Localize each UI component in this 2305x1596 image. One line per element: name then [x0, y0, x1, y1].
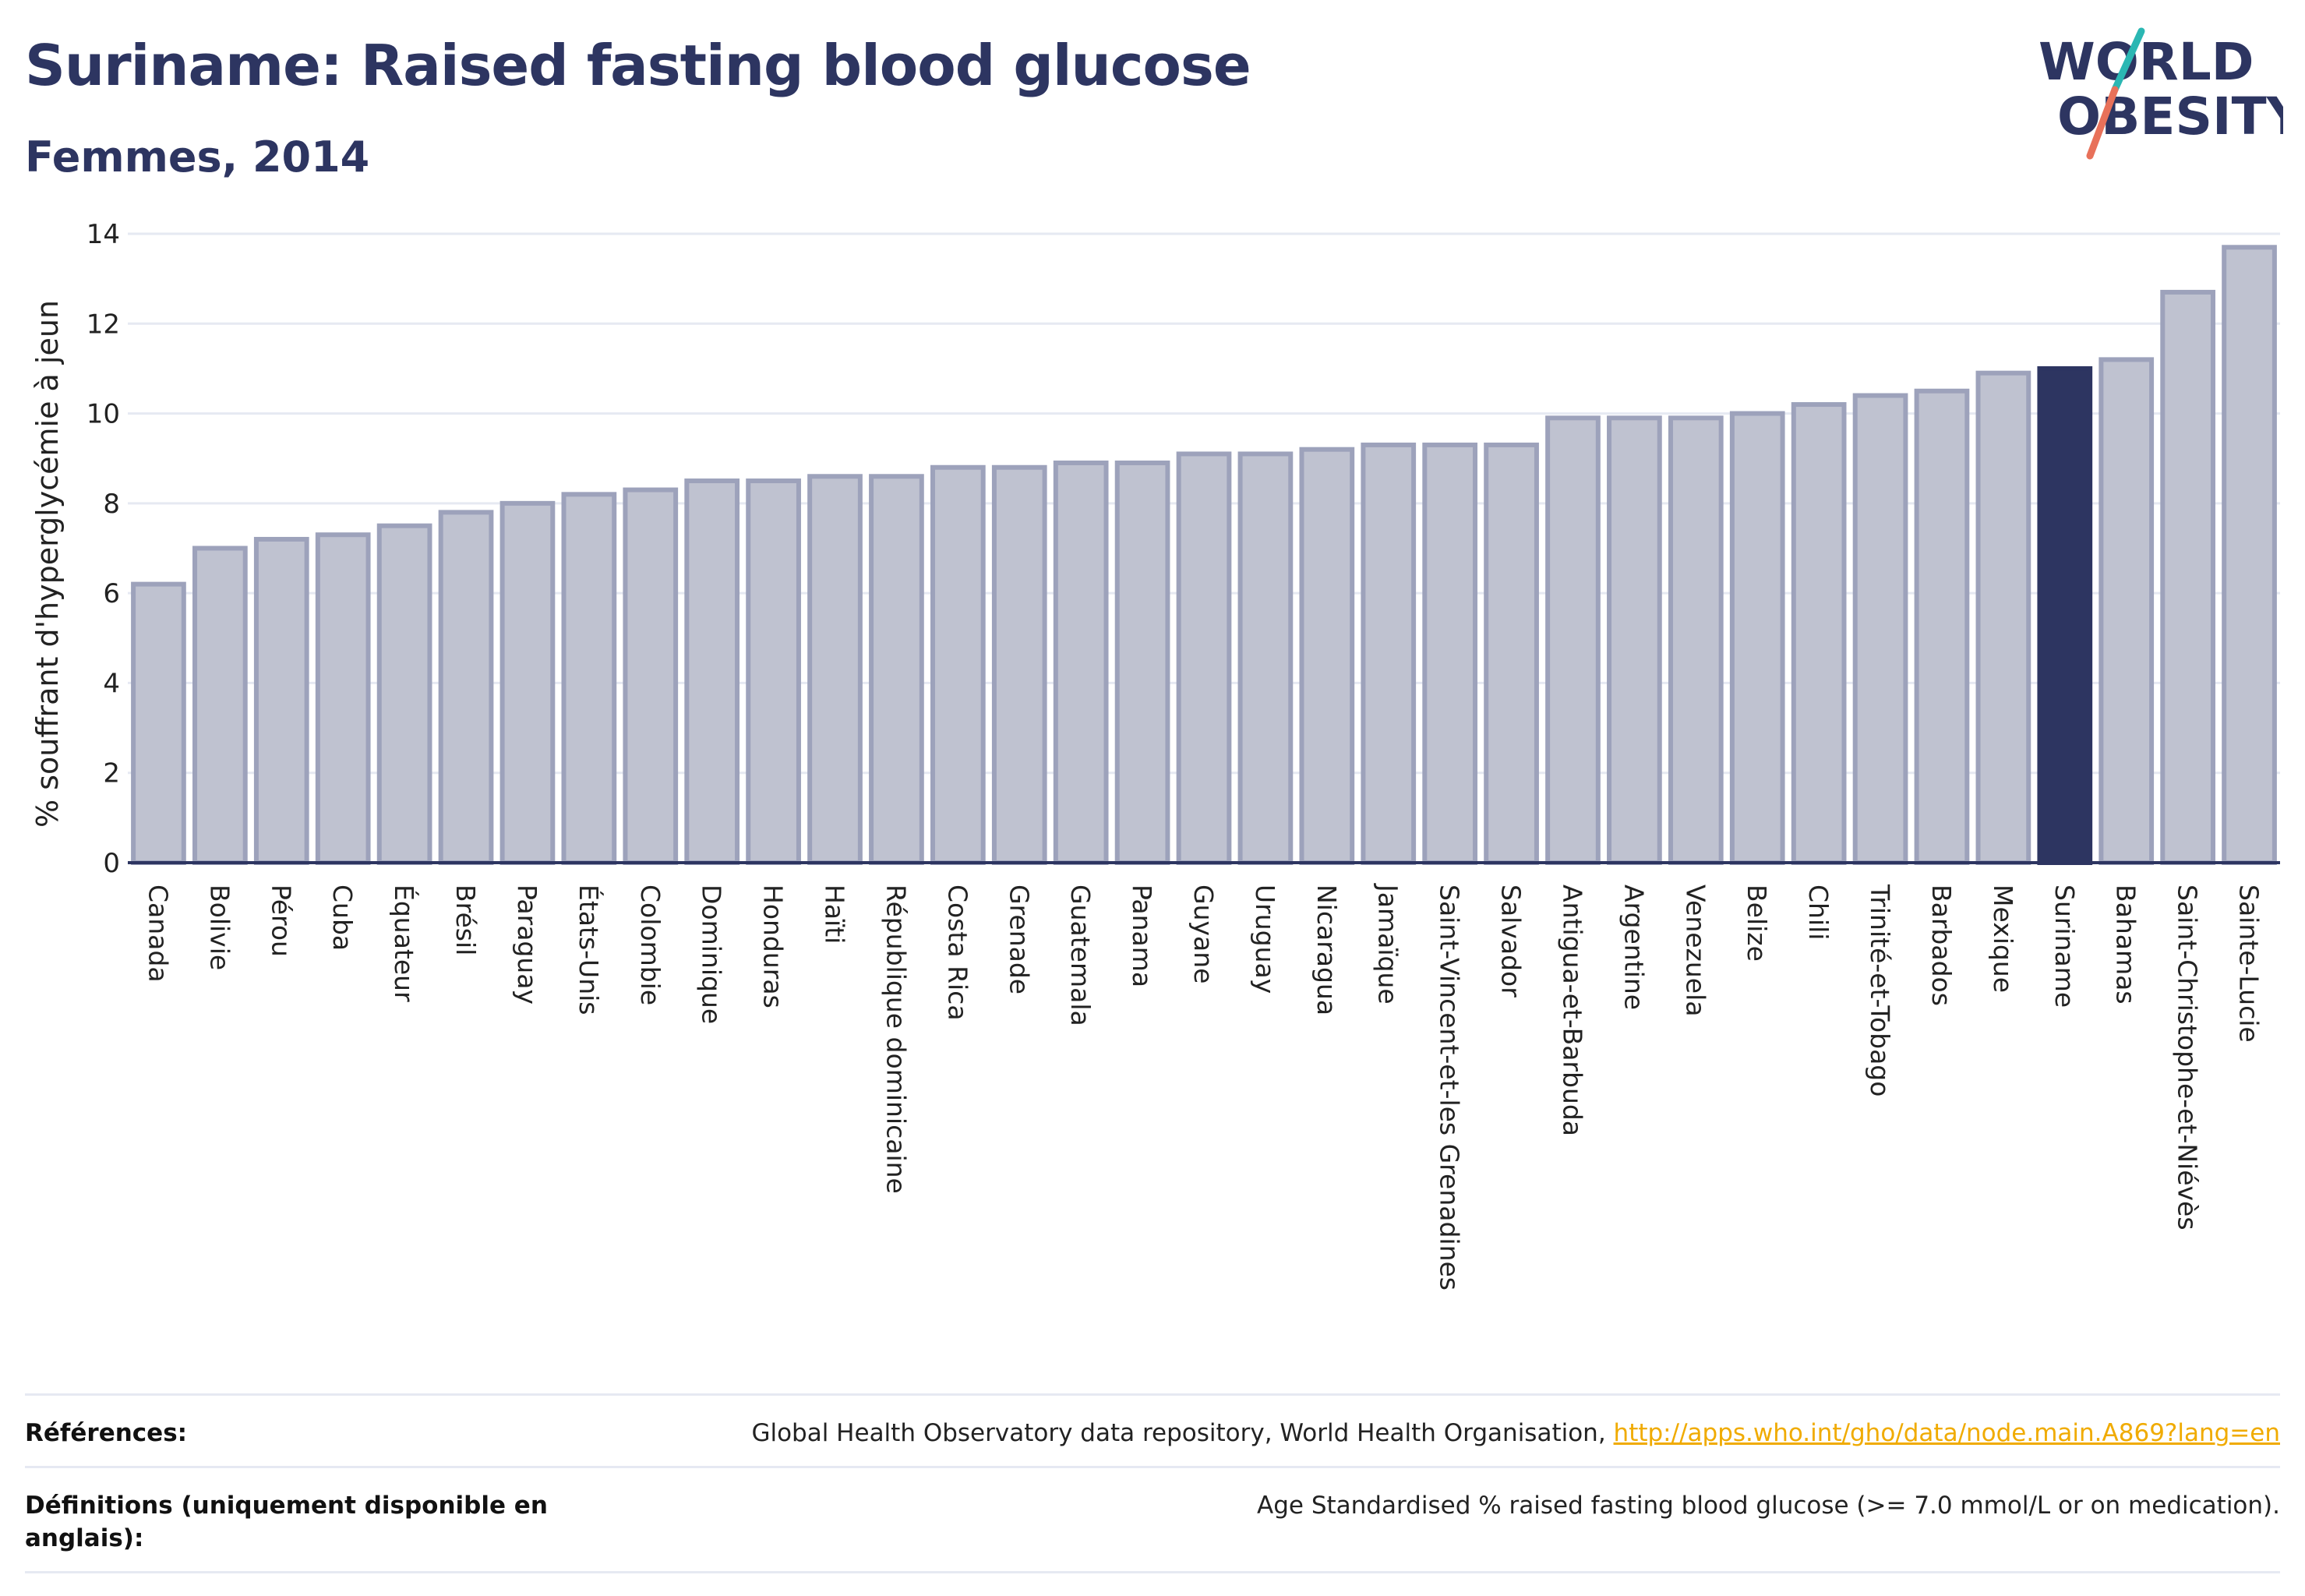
- y-tick-label: 0: [103, 848, 120, 879]
- x-tick-label: Suriname: [2049, 885, 2080, 1008]
- x-tick-label: Saint-Christophe-et-Niévès: [2173, 885, 2203, 1231]
- definitions-row: Définitions (uniquement disponible en an…: [25, 1465, 2280, 1573]
- references-text: Global Health Observatory data repositor…: [751, 1419, 1614, 1447]
- references-table: Références: Global Health Observatory da…: [25, 1393, 2280, 1573]
- bar-antigua-et-barbuda: [1545, 415, 1601, 865]
- bar-guatemala: [1053, 460, 1109, 865]
- x-tick-label: Grenade: [1004, 885, 1034, 994]
- bar-dominique: [684, 478, 740, 865]
- bar-r-publique-dominicaine: [869, 474, 924, 865]
- y-axis-ticks: 0 2 4 6 8 10 12 14: [86, 219, 120, 879]
- logo-slash-teal: [2111, 27, 2145, 94]
- bar--quateur: [376, 523, 432, 866]
- bar-venezuela: [1668, 415, 1724, 865]
- y-tick-label: 2: [103, 758, 120, 789]
- x-tick-label: Équateur: [389, 885, 420, 1002]
- bar-p-rou: [253, 536, 309, 865]
- bar-argentine: [1607, 415, 1662, 865]
- definitions-label: Définitions (uniquement disponible en an…: [25, 1491, 548, 1552]
- y-tick-label: 14: [86, 219, 120, 250]
- x-tick-label: Cuba: [327, 885, 358, 951]
- bar-chili: [1791, 402, 1847, 865]
- x-tick-label: Antigua-et-Barbuda: [1557, 885, 1587, 1136]
- x-tick-label: Sainte-Lucie: [2234, 885, 2264, 1043]
- x-tick-label: Uruguay: [1250, 885, 1280, 994]
- references-link[interactable]: http://apps.who.int/gho/data/node.main.A…: [1613, 1419, 2280, 1447]
- bar-salvador: [1484, 442, 1539, 865]
- world-obesity-logo: WORLD OBESITY: [2038, 27, 2283, 160]
- logo-slash-coral: [2086, 86, 2119, 160]
- bar-paraguay: [499, 500, 556, 865]
- bar-saint-christophe-et-ni-v-s: [2160, 289, 2215, 865]
- x-axis-labels: Canada Bolivie Pérou Cuba Équateur Brésil Para…: [143, 883, 2264, 1291]
- x-tick-label: Brésil: [450, 885, 481, 955]
- x-tick-label: États-Unis: [574, 885, 605, 1015]
- y-tick-label: 12: [86, 309, 120, 340]
- x-tick-label: Canada: [143, 885, 173, 983]
- bar-costa-rica: [930, 464, 986, 865]
- bar-chart: 0 2 4 6 8 10 12 14 Canada Bolivie Pérou Cuba Équate…: [30, 219, 2280, 1291]
- bar-honduras: [746, 478, 801, 865]
- bar-ha-ti: [807, 474, 863, 865]
- x-tick-label: Paraguay: [512, 885, 542, 1005]
- bar-belize: [1729, 411, 1785, 865]
- bar-uruguay: [1237, 451, 1294, 865]
- bar-grenade: [991, 464, 1047, 865]
- x-tick-label: Barbados: [1926, 885, 1957, 1006]
- y-tick-label: 10: [86, 399, 120, 430]
- definitions-value: Age Standardised % raised fasting blood …: [1257, 1491, 2280, 1520]
- references-label: Références:: [25, 1419, 188, 1447]
- bar-suriname: [2037, 365, 2093, 865]
- bars: [131, 245, 2277, 866]
- bar-colombie: [623, 487, 679, 865]
- bar-br-sil: [438, 510, 494, 866]
- bar-canada: [131, 581, 186, 865]
- x-tick-label: Salvador: [1496, 885, 1527, 998]
- x-tick-label: Dominique: [697, 885, 727, 1024]
- x-tick-label: Honduras: [758, 885, 789, 1008]
- x-tick-label: Guyane: [1188, 885, 1219, 983]
- x-tick-label: Mexique: [1988, 885, 2018, 993]
- y-tick-label: 4: [103, 668, 120, 699]
- bar-mexique: [1975, 370, 2031, 865]
- x-tick-label: Jamaïque: [1373, 883, 1403, 1005]
- bar-panama: [1114, 460, 1170, 865]
- x-tick-label: Nicaragua: [1311, 885, 1342, 1015]
- x-tick-label: Haïti: [820, 885, 850, 944]
- chart-subtitle: Femmes, 2014: [25, 132, 370, 182]
- bar-jama-que: [1361, 442, 1417, 865]
- bar-trinit-et-tobago: [1852, 393, 1908, 865]
- x-tick-label: Venezuela: [1680, 885, 1710, 1016]
- bar-guyane: [1176, 451, 1232, 865]
- bar-sainte-lucie: [2222, 245, 2277, 865]
- x-tick-label: Pérou: [266, 885, 296, 957]
- chart-title: Suriname: Raised fasting blood glucose: [25, 33, 1251, 98]
- x-tick-label: République dominicaine: [881, 885, 911, 1194]
- y-tick-label: 6: [103, 578, 120, 609]
- bar-nicaragua: [1299, 447, 1355, 865]
- bar-bahamas: [2099, 357, 2155, 865]
- references-row: Références: Global Health Observatory da…: [25, 1393, 2280, 1466]
- x-tick-label: Belize: [1742, 885, 1772, 962]
- x-tick-label: Guatemala: [1065, 885, 1096, 1026]
- logo-line1: WORLD: [2038, 32, 2254, 92]
- bar-bolivie: [192, 546, 248, 865]
- y-tick-label: 8: [103, 489, 120, 520]
- x-tick-label: Trinité-et-Tobago: [1865, 884, 1895, 1096]
- x-tick-label: Chili: [1803, 885, 1834, 940]
- bar-cuba: [315, 532, 371, 865]
- x-tick-label: Bolivie: [204, 885, 235, 970]
- x-tick-label: Costa Rica: [942, 885, 972, 1021]
- x-tick-label: Argentine: [1618, 885, 1649, 1010]
- bar-barbados: [1914, 388, 1970, 865]
- x-tick-label: Bahamas: [2111, 885, 2141, 1005]
- y-axis-title: % souffrant d'hyperglycémie à jeun: [30, 300, 65, 828]
- x-tick-label: Panama: [1127, 885, 1157, 987]
- x-tick-label: Saint-Vincent-et-les Grenadines: [1435, 885, 1465, 1291]
- references-value: Global Health Observatory data repositor…: [751, 1418, 2280, 1450]
- bar-saint-vincent-et-les-grenadines: [1422, 442, 1478, 865]
- bar--tats-unis: [561, 492, 617, 865]
- x-tick-label: Colombie: [635, 885, 665, 1005]
